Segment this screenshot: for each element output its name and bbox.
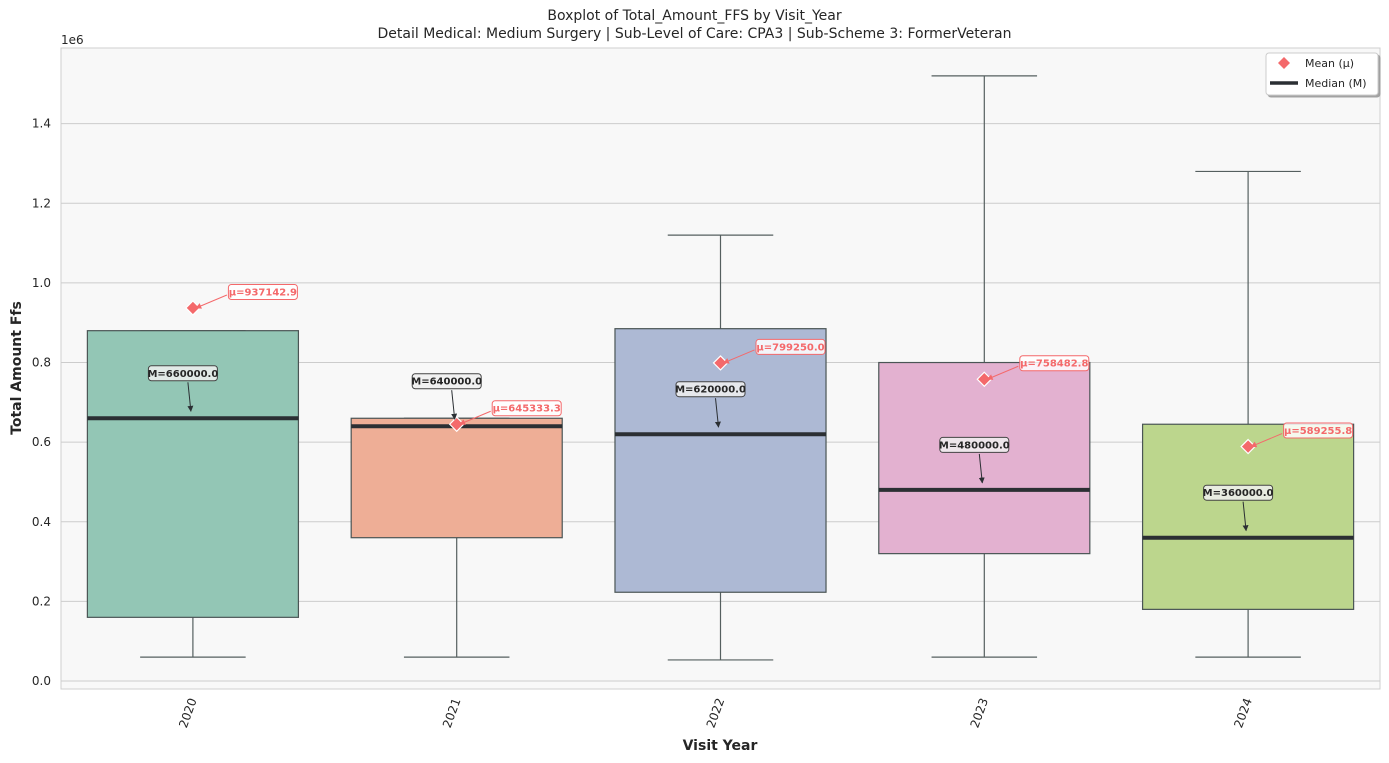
median-label: M=640000.0 bbox=[411, 373, 482, 390]
x-tick-label: 2022 bbox=[704, 696, 728, 729]
mean-label-text: μ=799250.0 bbox=[756, 342, 824, 353]
median-arrow bbox=[451, 390, 458, 420]
legend-mean-marker bbox=[1278, 57, 1290, 69]
box-2022 bbox=[614, 234, 827, 661]
legend-mean-label: Mean (μ) bbox=[1305, 57, 1354, 70]
y-tick-label: 1.4 bbox=[32, 117, 51, 131]
median-arrow bbox=[187, 382, 194, 412]
mean-label-box bbox=[1283, 422, 1354, 439]
mean-label: μ=758482.8 bbox=[1019, 355, 1090, 372]
x-tick-label: 2021 bbox=[440, 696, 464, 729]
mean-label: μ=937142.9 bbox=[227, 283, 298, 300]
y-tick-label: 0.0 bbox=[32, 674, 51, 688]
mean-label-box bbox=[1019, 355, 1090, 372]
median-label: M=620000.0 bbox=[675, 381, 746, 398]
mean-label-text: μ=937142.9 bbox=[229, 287, 297, 298]
mean-label-text: μ=645333.3 bbox=[493, 404, 561, 415]
x-tick-label: 2023 bbox=[968, 696, 992, 729]
median-label-text: M=620000.0 bbox=[675, 385, 746, 396]
median-label-box bbox=[1203, 484, 1274, 501]
y-tick-label: 1.0 bbox=[32, 276, 51, 290]
median-label-box bbox=[411, 373, 482, 390]
mean-label: μ=589255.8 bbox=[1283, 422, 1354, 439]
x-tick-label: 2024 bbox=[1231, 696, 1255, 729]
iqr-box bbox=[1141, 423, 1355, 610]
box-2023 bbox=[878, 75, 1091, 658]
median-label-text: M=660000.0 bbox=[147, 369, 218, 380]
legend: Mean (μ) Median (M) bbox=[1265, 52, 1379, 96]
median-arrow bbox=[978, 453, 985, 484]
median-label-box bbox=[939, 436, 1010, 453]
mean-label: μ=799250.0 bbox=[755, 338, 826, 355]
x-tick-label: 2020 bbox=[176, 696, 200, 729]
box-2021 bbox=[350, 416, 563, 658]
y-tick-label: 0.2 bbox=[32, 594, 51, 608]
legend-median-label: Median (M) bbox=[1305, 77, 1367, 90]
mean-label-box bbox=[227, 283, 298, 300]
mean-label: μ=645333.3 bbox=[491, 400, 562, 417]
chart-title: Boxplot of Total_Amount_FFS by Visit_Yea… bbox=[547, 8, 842, 24]
chart-subtitle: Detail Medical: Medium Surgery | Sub-Lev… bbox=[377, 26, 1012, 42]
y-tick-label: 0.6 bbox=[32, 435, 51, 449]
mean-arrow bbox=[1250, 433, 1283, 448]
iqr-box bbox=[614, 328, 827, 593]
mean-arrow bbox=[722, 349, 755, 364]
iqr-box bbox=[878, 361, 1091, 555]
iqr-box bbox=[350, 417, 563, 539]
median-label: M=360000.0 bbox=[1203, 484, 1274, 501]
box-2020 bbox=[86, 300, 300, 658]
mean-label-box bbox=[491, 400, 562, 417]
median-label-box bbox=[147, 365, 218, 382]
median-label: M=660000.0 bbox=[147, 365, 218, 382]
mean-label-text: μ=758482.8 bbox=[1020, 359, 1088, 370]
y-tick-label: 0.4 bbox=[32, 515, 51, 529]
median-label-text: M=360000.0 bbox=[1203, 488, 1274, 499]
y-tick-label: 0.8 bbox=[32, 356, 51, 370]
median-arrow bbox=[1242, 501, 1249, 532]
y-offset-label: 1e6 bbox=[61, 33, 84, 47]
mean-arrow bbox=[195, 294, 228, 309]
median-label-text: M=480000.0 bbox=[939, 440, 1010, 451]
median-label: M=480000.0 bbox=[939, 436, 1010, 453]
median-arrow bbox=[714, 398, 721, 428]
mean-arrow bbox=[986, 365, 1019, 380]
y-tick-label: 1.2 bbox=[32, 196, 51, 210]
box-2024 bbox=[1141, 170, 1355, 658]
median-label-text: M=640000.0 bbox=[411, 377, 482, 388]
mean-label-text: μ=589255.8 bbox=[1284, 426, 1352, 437]
mean-arrow bbox=[459, 410, 491, 425]
y-axis-label: Total Amount Ffs bbox=[9, 301, 25, 435]
x-axis-label: Visit Year bbox=[683, 738, 758, 754]
mean-label-box bbox=[755, 338, 826, 355]
median-label-box bbox=[675, 381, 746, 398]
